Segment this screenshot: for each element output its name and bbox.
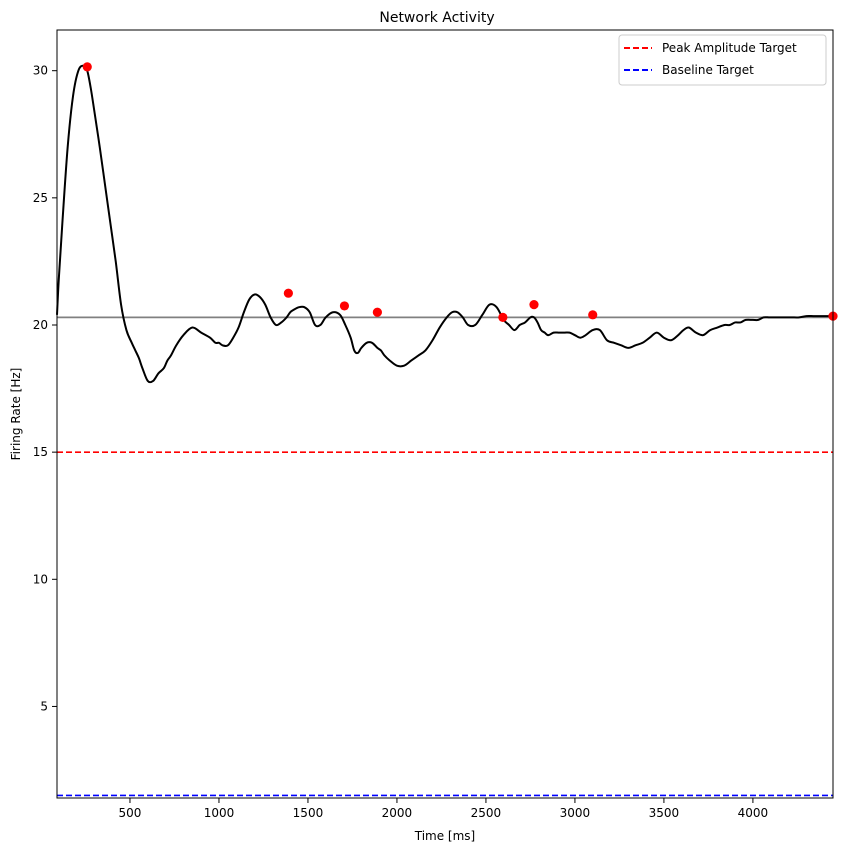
plot-frame [56,29,834,799]
legend-entry-baseline-target: Baseline Target [662,63,754,77]
y-tick-label: 25 [33,191,48,205]
y-tick-label: 15 [33,445,48,459]
peak-marker [82,62,92,72]
y-axis-label: Firing Rate [Hz] [9,368,23,461]
y-tick-label: 5 [40,699,48,713]
peak-marker [372,307,382,317]
series-line [56,64,833,384]
y-tick-label: 10 [33,572,48,586]
x-tick-label: 2500 [471,806,502,820]
peak-marker [498,312,508,322]
chart-title: Network Activity [379,10,494,26]
x-axis-label: Time [ms] [414,829,476,843]
peak-marker [283,288,293,298]
y-tick-label: 30 [33,64,48,78]
x-tick-label: 500 [119,806,142,820]
x-tick-label: 2000 [382,806,413,820]
plot-area [56,29,838,799]
x-tick-label: 4000 [738,806,769,820]
peak-markers [82,62,838,322]
peak-marker [339,301,350,311]
x-tick-label: 3000 [560,806,591,820]
legend: Peak Amplitude Target Baseline Target [618,34,827,86]
reference-lines [57,316,833,797]
peak-marker [529,300,539,310]
legend-frame [618,34,827,86]
x-tick-label: 1500 [293,806,324,820]
x-tick-label: 3500 [649,806,680,820]
y-tick-label: 20 [33,318,48,332]
plot-background [57,30,833,798]
peak-marker [588,310,598,320]
y-axis: 5 10 15 20 25 30 [33,64,57,713]
x-tick-label: 1000 [204,806,235,820]
legend-entry-peak-amplitude-target: Peak Amplitude Target [662,41,797,55]
x-axis: 500 1000 1500 2000 2500 3000 3500 4000 [119,798,769,820]
